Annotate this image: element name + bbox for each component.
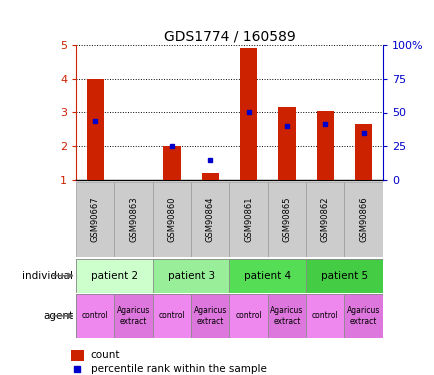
Bar (152, 182, 191, 257)
Text: GSM90860: GSM90860 (167, 196, 176, 242)
Bar (152, 294, 191, 338)
Bar (316, 111, 333, 180)
Bar (76, 259, 152, 292)
Bar (354, 124, 372, 180)
Text: GSM90667: GSM90667 (91, 196, 99, 242)
Bar (267, 294, 306, 338)
Text: control: control (158, 311, 185, 320)
Text: Agaricus
extract: Agaricus extract (270, 306, 303, 326)
Text: percentile rank within the sample: percentile rank within the sample (90, 364, 266, 374)
Bar (114, 294, 152, 338)
Bar (306, 294, 344, 338)
Text: patient 2: patient 2 (91, 271, 138, 280)
Text: GSM90866: GSM90866 (358, 196, 367, 242)
Bar (344, 294, 382, 338)
Bar (191, 294, 229, 338)
Bar (163, 146, 180, 180)
Text: Agaricus
extract: Agaricus extract (193, 306, 227, 326)
Text: agent: agent (43, 311, 73, 321)
Text: control: control (235, 311, 261, 320)
Bar (306, 182, 344, 257)
Text: patient 5: patient 5 (320, 271, 367, 280)
Text: control: control (311, 311, 338, 320)
Bar (344, 182, 382, 257)
Text: GSM90865: GSM90865 (282, 196, 291, 242)
Text: control: control (82, 311, 108, 320)
Text: GSM90863: GSM90863 (129, 196, 138, 242)
Title: GDS1774 / 160589: GDS1774 / 160589 (163, 30, 295, 44)
Bar (229, 182, 267, 257)
Bar (191, 182, 229, 257)
Bar (86, 79, 104, 180)
Bar (71, 350, 84, 361)
Bar (76, 294, 114, 338)
Bar (278, 107, 295, 180)
Text: Agaricus
extract: Agaricus extract (117, 306, 150, 326)
Text: GSM90861: GSM90861 (243, 196, 253, 242)
Bar (306, 259, 382, 292)
Text: patient 4: patient 4 (243, 271, 291, 280)
Bar (240, 48, 256, 180)
Text: count: count (90, 351, 120, 360)
Bar (267, 182, 306, 257)
Bar (229, 259, 306, 292)
Bar (76, 182, 114, 257)
Text: patient 3: patient 3 (167, 271, 214, 280)
Bar (201, 173, 218, 180)
Bar (114, 182, 152, 257)
Text: GSM90862: GSM90862 (320, 196, 329, 242)
Bar (152, 259, 229, 292)
Bar (229, 294, 267, 338)
Text: GSM90864: GSM90864 (205, 196, 214, 242)
Text: individual: individual (22, 271, 73, 280)
Text: Agaricus
extract: Agaricus extract (346, 306, 379, 326)
